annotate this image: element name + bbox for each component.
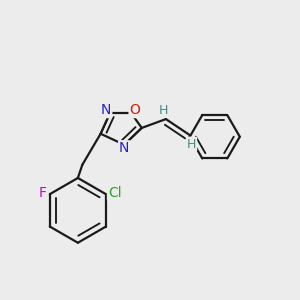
Text: O: O — [130, 103, 140, 117]
Text: N: N — [101, 103, 111, 117]
Text: F: F — [38, 186, 46, 200]
Text: H: H — [187, 138, 196, 151]
Text: Cl: Cl — [108, 186, 122, 200]
Text: N: N — [119, 141, 129, 155]
Text: H: H — [158, 104, 168, 117]
